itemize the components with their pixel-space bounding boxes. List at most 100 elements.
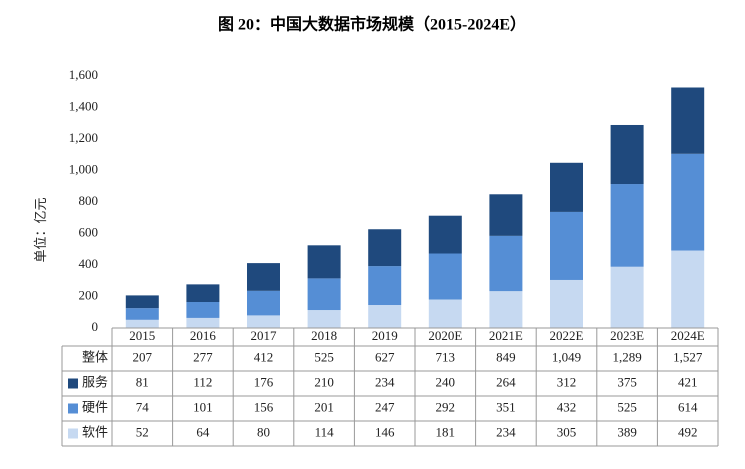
- legend-swatch: [68, 403, 78, 414]
- y-axis-label: 单位：亿元: [33, 197, 48, 262]
- table-cell: 114: [315, 424, 335, 439]
- x-tick-label: 2016: [190, 328, 217, 343]
- bar-segment: [671, 250, 705, 328]
- x-tick-label: 2020E: [428, 328, 462, 343]
- x-tick-label: 2024E: [671, 328, 705, 343]
- bar-segment: [247, 290, 280, 316]
- bar-segment: [307, 278, 341, 311]
- legend-label: 软件: [82, 424, 108, 439]
- legend-swatch: [68, 378, 78, 389]
- x-tick-label: 2018: [311, 328, 337, 343]
- y-tick-label: 800: [79, 193, 99, 208]
- bar-segment: [125, 308, 159, 320]
- x-tick-label: 2022E: [550, 328, 584, 343]
- table-cell: 292: [436, 399, 456, 414]
- table-cell: 614: [678, 399, 698, 414]
- legend-label: 硬件: [82, 399, 108, 414]
- table-cell: 421: [678, 374, 698, 389]
- table-cell: 234: [375, 374, 395, 389]
- table-cell: 713: [436, 349, 456, 364]
- y-tick-label: 1,400: [69, 98, 98, 113]
- table-cell: 156: [254, 399, 274, 414]
- table-cell: 240: [436, 374, 456, 389]
- table-cell: 351: [496, 399, 516, 414]
- y-tick-label: 1,600: [69, 67, 98, 82]
- bar-segment: [186, 302, 220, 318]
- bar-segment: [610, 266, 644, 328]
- table-cell: 207: [133, 349, 153, 364]
- y-tick-label: 400: [79, 256, 99, 271]
- y-tick-label: 0: [92, 319, 99, 334]
- bar-segment: [550, 279, 583, 328]
- bar-segment: [247, 315, 280, 328]
- bar-segment: [610, 124, 644, 185]
- y-tick-label: 1,200: [69, 130, 98, 145]
- table-cell: 201: [314, 399, 334, 414]
- table-cell: 74: [136, 399, 150, 414]
- table-cell: 234: [496, 424, 516, 439]
- bar-segment: [428, 299, 462, 328]
- table-cell: 210: [314, 374, 334, 389]
- table-cell: 80: [257, 424, 270, 439]
- bar-segment: [671, 153, 705, 251]
- bar-segment: [489, 194, 523, 236]
- table-cell: 1,049: [552, 349, 581, 364]
- x-tick-label: 2023E: [610, 328, 644, 343]
- table-cell: 375: [617, 374, 637, 389]
- legend-label: 服务: [82, 374, 108, 389]
- table-cell: 1,289: [612, 349, 641, 364]
- table-cell: 849: [496, 349, 516, 364]
- table-cell: 112: [193, 374, 212, 389]
- bar-segment: [307, 310, 341, 328]
- table-cell: 525: [617, 399, 637, 414]
- bar-segment: [428, 215, 462, 254]
- table-cell: 81: [136, 374, 149, 389]
- table-cell: 247: [375, 399, 395, 414]
- table-cell: 277: [193, 349, 213, 364]
- table-cell: 627: [375, 349, 395, 364]
- table-cell: 525: [314, 349, 334, 364]
- table-cell: 305: [557, 424, 577, 439]
- table-cell: 146: [375, 424, 395, 439]
- bar-segment: [125, 319, 159, 328]
- bar-segment: [125, 295, 159, 309]
- table-cell: 264: [496, 374, 516, 389]
- bar-segment: [671, 87, 705, 154]
- bar-segment: [489, 235, 523, 292]
- x-tick-label: 2015: [129, 328, 155, 343]
- table-cell: 389: [617, 424, 637, 439]
- bar-segment: [550, 162, 583, 212]
- bar-segment: [550, 211, 583, 280]
- table-cell: 181: [436, 424, 456, 439]
- bar-segment: [489, 291, 523, 328]
- table-cell: 432: [557, 399, 577, 414]
- bar-segment: [247, 263, 280, 291]
- chart-title: 图 20：中国大数据市场规模（2015-2024E）: [218, 15, 526, 34]
- x-tick-label: 2019: [372, 328, 398, 343]
- bar-segment: [307, 245, 341, 279]
- table-cell: 1,527: [673, 349, 703, 364]
- table-cell: 412: [254, 349, 274, 364]
- bar-segment: [610, 184, 644, 267]
- legend-swatch: [68, 428, 78, 439]
- bar-segment: [428, 253, 462, 300]
- bar-segment: [368, 266, 402, 306]
- legend-label: 整体: [82, 349, 108, 364]
- table-cell: 312: [557, 374, 577, 389]
- x-tick-label: 2021E: [489, 328, 523, 343]
- bar-segment: [186, 317, 220, 328]
- table-cell: 52: [136, 424, 149, 439]
- table-cell: 64: [196, 424, 210, 439]
- bar-segment: [368, 229, 402, 267]
- y-tick-label: 1,000: [69, 161, 98, 176]
- table-cell: 492: [678, 424, 698, 439]
- table-cell: 101: [193, 399, 213, 414]
- table-cell: 176: [254, 374, 274, 389]
- x-tick-label: 2017: [251, 328, 278, 343]
- bar-segment: [368, 305, 402, 328]
- y-tick-label: 200: [79, 287, 99, 302]
- y-tick-label: 600: [79, 224, 99, 239]
- bar-segment: [186, 284, 220, 303]
